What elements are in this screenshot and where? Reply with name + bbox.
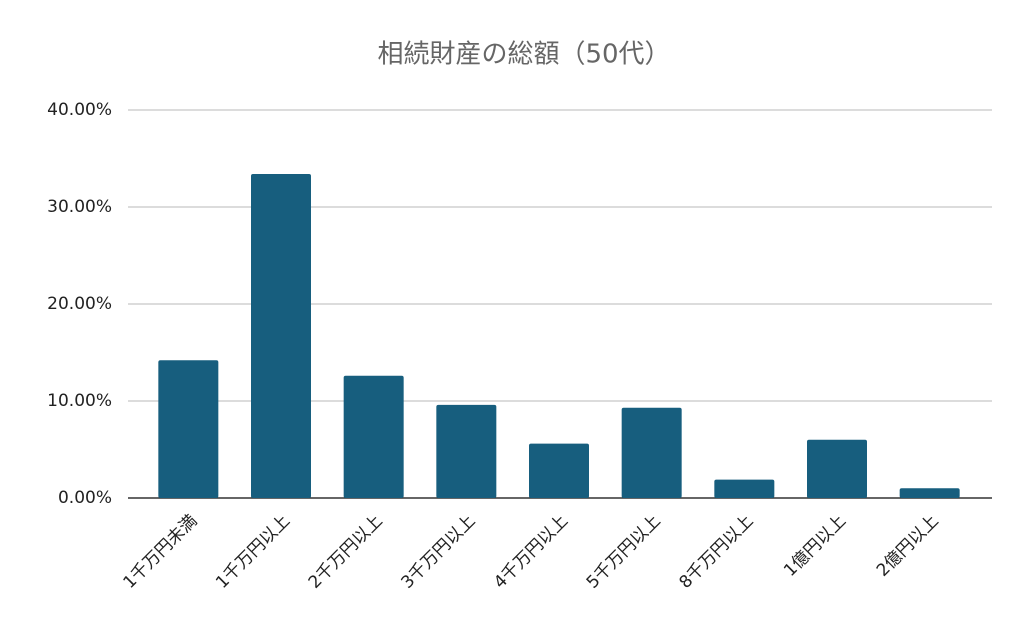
bar <box>899 488 960 498</box>
bar <box>807 439 867 498</box>
bar <box>158 360 219 498</box>
y-tick-label: 30.00% <box>47 197 112 217</box>
bar <box>714 479 775 498</box>
bar <box>621 407 682 498</box>
bar <box>251 174 311 498</box>
bar <box>343 375 404 498</box>
chart-title: 相続財産の総額（50代） <box>377 40 670 70</box>
y-tick-label: 10.00% <box>47 391 112 411</box>
y-tick-label: 40.00% <box>47 100 112 120</box>
y-tick-label: 0.00% <box>58 488 112 508</box>
bar <box>529 443 589 498</box>
y-tick-label: 20.00% <box>47 294 112 314</box>
bar <box>436 404 497 498</box>
